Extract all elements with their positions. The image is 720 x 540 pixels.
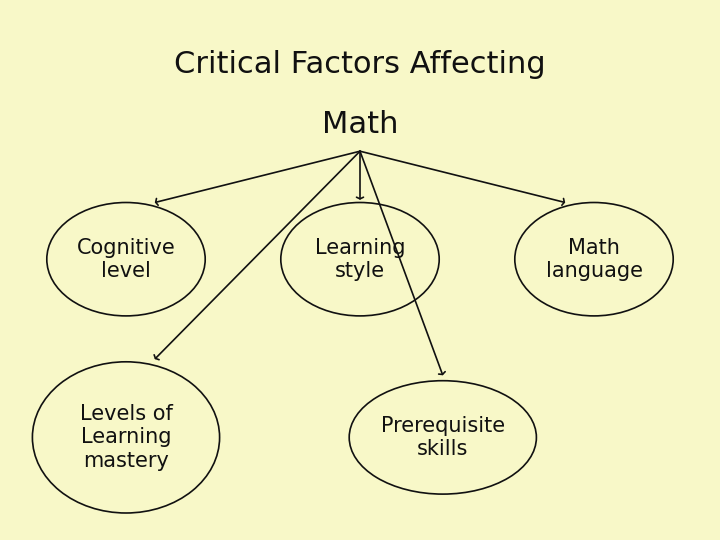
Text: Prerequisite
skills: Prerequisite skills [381, 416, 505, 459]
Text: Cognitive
level: Cognitive level [76, 238, 176, 281]
Text: Math: Math [322, 110, 398, 139]
Text: Critical Factors Affecting: Critical Factors Affecting [174, 50, 546, 79]
Text: Learning
style: Learning style [315, 238, 405, 281]
Text: Math
language: Math language [546, 238, 642, 281]
Text: Levels of
Learning
mastery: Levels of Learning mastery [80, 404, 172, 470]
